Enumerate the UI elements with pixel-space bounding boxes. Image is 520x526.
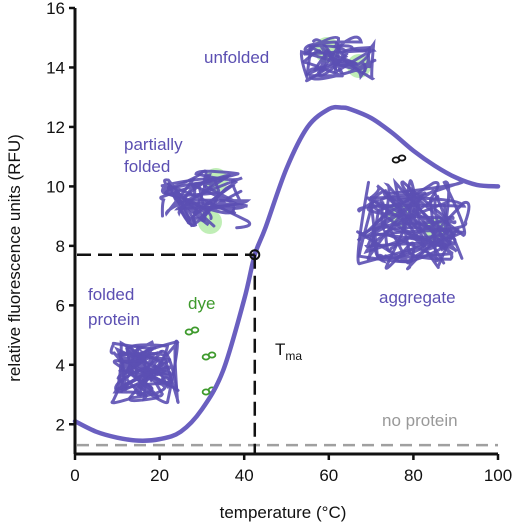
label-folded-line1: folded [88,285,134,304]
y-tick-label: 4 [56,356,65,375]
folded-protein [109,339,180,405]
label-partially-folded-line1: partially [124,135,183,154]
tma-main: T [275,340,285,359]
melt-curve [72,104,501,443]
x-tick-label: 0 [70,466,79,485]
y-axis-title: relative fluorescence units (RFU) [5,134,24,382]
y-tick-label: 16 [46,0,65,18]
text-layer: temperature (°C) relative fluorescence u… [5,48,458,522]
x-axis-title: temperature (°C) [220,503,347,522]
dye-molecule [201,351,217,361]
y-tick-label: 6 [56,296,65,315]
label-aggregate: aggregate [379,288,456,307]
partially-folded-protein [159,168,252,234]
label-no-protein: no protein [382,411,458,430]
protein-illustrations [109,35,471,405]
label-unfolded: unfolded [204,48,269,67]
x-tick-label: 80 [404,466,423,485]
label-dye: dye [188,294,215,313]
x-tick-label: 60 [319,466,338,485]
tma-point-marker [249,249,261,261]
label-partially-folded-line2: folded [124,157,170,176]
dye-molecule [184,326,200,336]
y-tick-label: 8 [56,237,65,256]
aggregate-protein-strand [366,188,460,270]
x-tick-label: 100 [484,466,512,485]
y-tick-label: 2 [56,415,65,434]
dye-ring-b [207,351,217,359]
x-tick-label: 20 [150,466,169,485]
partially-folded-protein-strand [159,173,236,223]
curve-layer [72,104,501,454]
partially-folded-protein-strand [160,177,221,227]
dye-ring-b [397,154,407,162]
y-tick-label: 12 [46,118,65,137]
dye-ring-b [190,326,200,334]
x-tick-label: 40 [235,466,254,485]
y-tick-label: 14 [46,58,65,77]
label-tma: Tma [275,340,302,363]
unfolded-protein [299,35,377,83]
aggregate-protein-strand [363,180,467,255]
dye-molecule [391,154,407,164]
label-folded-line2: protein [88,310,140,329]
aggregate-protein [356,177,471,271]
unfolded-protein-strand [301,49,377,81]
aggregate-protein-strand [366,184,471,265]
tma-subscript: ma [285,349,302,363]
y-tick-label: 10 [46,177,65,196]
axes-layer: 0 20 40 60 80 100 2 4 6 8 10 12 14 16 [46,0,512,485]
folded-protein-strand [112,340,172,402]
unfolded-protein-strand [303,35,364,77]
